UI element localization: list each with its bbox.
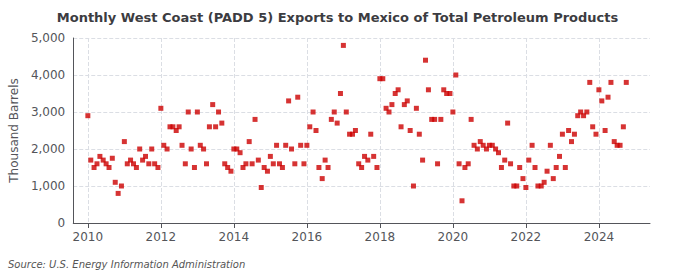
svg-text:5,000: 5,000	[31, 31, 65, 45]
svg-text:4,000: 4,000	[31, 68, 65, 82]
svg-text:Thousand Barrels: Thousand Barrels	[7, 78, 21, 183]
svg-text:2016: 2016	[292, 230, 323, 244]
svg-text:2022: 2022	[511, 230, 542, 244]
svg-text:2020: 2020	[438, 230, 469, 244]
svg-text:Source: U.S. Energy Informatio: Source: U.S. Energy Information Administ…	[8, 259, 245, 270]
svg-text:2018: 2018	[365, 230, 396, 244]
svg-text:2024: 2024	[584, 230, 615, 244]
svg-text:0: 0	[58, 216, 66, 230]
svg-text:Monthly West Coast (PADD 5) Ex: Monthly West Coast (PADD 5) Exports to M…	[57, 10, 619, 25]
svg-text:1,000: 1,000	[31, 179, 65, 193]
svg-text:3,000: 3,000	[31, 105, 65, 119]
svg-text:2014: 2014	[219, 230, 250, 244]
svg-text:2010: 2010	[73, 230, 104, 244]
svg-text:2012: 2012	[146, 230, 177, 244]
svg-text:2,000: 2,000	[31, 142, 65, 156]
